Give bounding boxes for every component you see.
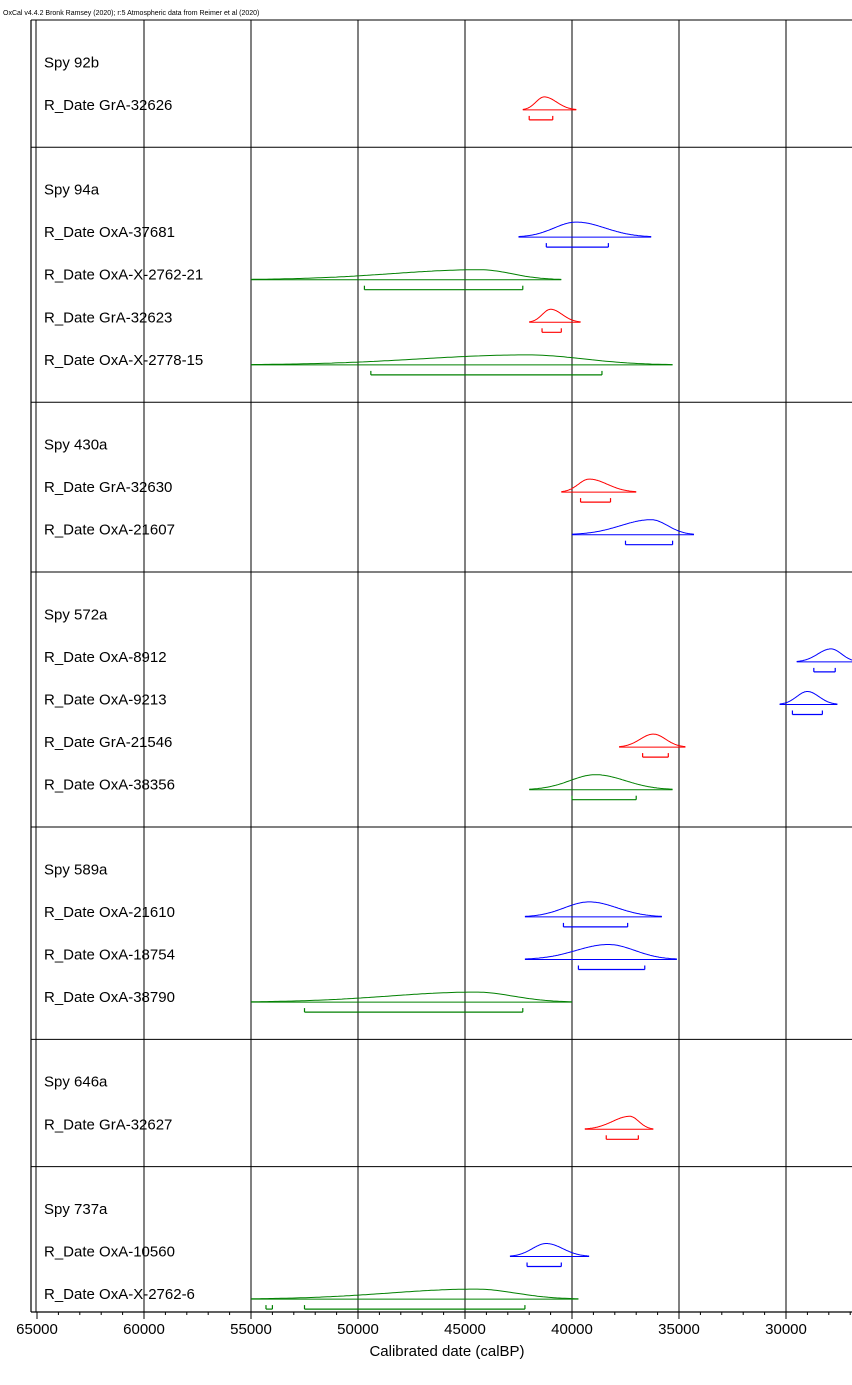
date-row: R_Date OxA-18754 [44, 944, 677, 971]
group-name: Spy 430a [44, 437, 108, 454]
distribution-curve [796, 648, 852, 662]
group-name: Spy 737a [44, 1201, 108, 1218]
group-spy-92b: Spy 92b R_Date GrA-32626 [44, 54, 577, 121]
date-row: R_Date OxA-10560 [44, 1243, 590, 1268]
date-row: R_Date OxA-X-2778-15 [44, 352, 673, 376]
group-name: Spy 92b [44, 54, 99, 71]
x-axis-title: Calibrated date (calBP) [369, 1343, 524, 1360]
plot-frame [30, 19, 852, 1313]
group-spy-430a: Spy 430a R_Date GrA-32630 R_Date OxA-21607 [44, 437, 695, 546]
distribution-curve [779, 691, 838, 705]
distribution-curve [518, 221, 652, 238]
date-label: R_Date OxA-21607 [44, 522, 175, 539]
group-name: Spy 646a [44, 1074, 108, 1091]
group-name: Spy 589a [44, 861, 108, 878]
date-label: R_Date OxA-X-2762-21 [44, 267, 203, 284]
date-label: R_Date GrA-32627 [44, 1116, 172, 1133]
group-spy-737a: Spy 737a R_Date OxA-10560 R_Date OxA-X-276… [44, 1201, 590, 1310]
header-caption: OxCal v4.4.2 Bronk Ramsey (2020); r:5 At… [3, 10, 259, 17]
tick-label-40000: 40000 [551, 1321, 593, 1338]
tick-label-50000: 50000 [337, 1321, 379, 1338]
date-row: R_Date OxA-X-2762-6 [44, 1286, 579, 1310]
group-spy-589a: Spy 589a R_Date OxA-21610 R_Date OxA-18754… [44, 861, 677, 1013]
date-row: R_Date OxA-8912 [44, 648, 852, 673]
tick-label-35000: 35000 [658, 1321, 700, 1338]
date-row: R_Date GrA-32627 [44, 1115, 654, 1140]
distribution-curve [524, 901, 662, 917]
date-label: R_Date GrA-32626 [44, 97, 172, 114]
date-row: R_Date GrA-21546 [44, 733, 686, 758]
date-label: R_Date OxA-X-2778-15 [44, 352, 203, 369]
date-label: R_Date OxA-9213 [44, 692, 167, 709]
date-label: R_Date OxA-21610 [44, 904, 175, 921]
distribution-curve [529, 774, 673, 790]
distribution-curve [250, 1288, 579, 1300]
distribution-curve [529, 308, 581, 323]
date-label: R_Date OxA-18754 [44, 947, 175, 964]
distribution-curve [561, 478, 637, 493]
group-name: Spy 572a [44, 606, 108, 623]
date-label: R_Date OxA-38356 [44, 777, 175, 794]
group-spy-646a: Spy 646a R_Date GrA-32627 [44, 1074, 654, 1140]
tick-label-45000: 45000 [444, 1321, 486, 1338]
distribution-curve [571, 519, 695, 535]
distribution-curve [619, 733, 686, 748]
distribution-curve [584, 1115, 654, 1130]
date-label: R_Date GrA-21546 [44, 734, 172, 751]
date-row: R_Date GrA-32630 [44, 478, 637, 503]
date-groups: Spy 92b R_Date GrA-32626 Spy 94a R_Date OxA… [31, 54, 852, 1310]
date-label: R_Date OxA-8912 [44, 649, 167, 666]
grid-lines [143, 20, 787, 1312]
distribution-curve [250, 991, 573, 1003]
distribution-curve [522, 96, 577, 110]
tick-label-55000: 55000 [230, 1321, 272, 1338]
date-row: R_Date OxA-21607 [44, 519, 695, 546]
distribution-curve [250, 269, 562, 280]
x-axis-ticks: 65000 60000 55000 50000 45000 40000 35000 30000 [16, 1312, 851, 1338]
tick-label-30000: 30000 [765, 1321, 807, 1338]
date-row: R_Date OxA-37681 [44, 221, 652, 248]
date-row: R_Date OxA-9213 [44, 691, 838, 716]
date-label: R_Date OxA-37681 [44, 224, 175, 241]
group-spy-572a: Spy 572a R_Date OxA-8912 R_Date OxA-9213 R_… [44, 606, 852, 801]
date-label: R_Date OxA-10560 [44, 1244, 175, 1261]
date-label: R_Date OxA-38790 [44, 989, 175, 1006]
distribution-curve [509, 1243, 590, 1257]
group-spy-94a: Spy 94a R_Date OxA-37681 R_Date OxA-X-2762… [44, 182, 673, 376]
tick-label-60000: 60000 [123, 1321, 165, 1338]
date-row: R_Date OxA-38790 [44, 989, 573, 1013]
date-label: R_Date GrA-32630 [44, 479, 172, 496]
date-label: R_Date OxA-X-2762-6 [44, 1286, 195, 1303]
date-row: R_Date GrA-32626 [44, 96, 577, 121]
date-row: R_Date OxA-21610 [44, 901, 662, 928]
date-row: R_Date OxA-X-2762-21 [44, 267, 562, 291]
distribution-curve [524, 944, 677, 960]
date-row: R_Date OxA-38356 [44, 774, 673, 801]
date-row: R_Date GrA-32623 [44, 308, 581, 333]
date-label: R_Date GrA-32623 [44, 309, 172, 326]
distribution-curve [250, 354, 673, 366]
group-name: Spy 94a [44, 182, 100, 199]
tick-label-65000: 65000 [16, 1321, 58, 1338]
